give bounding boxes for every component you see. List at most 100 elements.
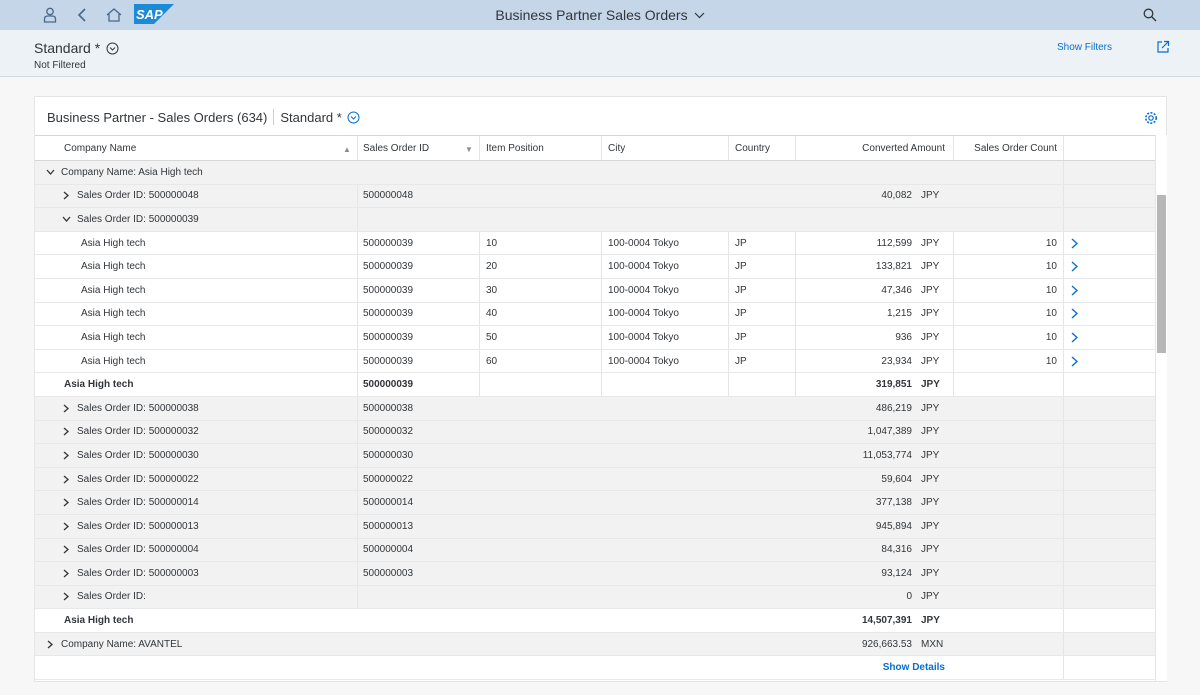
group-label[interactable]: Sales Order ID: 500000014 [59, 491, 355, 514]
group-row-sales-order[interactable]: Sales Order ID: 500000013 500000013 945,89… [35, 514, 1155, 539]
group-label[interactable]: Sales Order ID: 500000038 [59, 397, 355, 420]
table-panel: Business Partner - Sales Orders (634) St… [34, 96, 1167, 682]
expand-icon[interactable] [43, 640, 57, 649]
variant-dropdown-icon [106, 42, 119, 54]
cell-sales-order-id: 500000039 [363, 379, 414, 391]
column-header-city[interactable]: City [608, 142, 626, 154]
group-row-sales-order[interactable]: Sales Order ID: 0 JPY [35, 585, 1155, 610]
group-row-company[interactable]: Company Name: Asia High tech [35, 161, 1155, 185]
column-header-sales-order-count[interactable]: Sales Order Count [974, 142, 1057, 154]
navigation-arrow-icon[interactable] [1065, 303, 1083, 326]
cell-currency: MXN [921, 638, 944, 650]
table-row[interactable]: Asia High tech 500000039 60 100-0004 Tokyo J… [35, 349, 1155, 374]
collapse-icon[interactable] [43, 169, 57, 176]
group-row-sales-order[interactable]: Sales Order ID: 500000039 [35, 208, 1155, 232]
expand-icon[interactable] [59, 545, 73, 554]
collapse-icon[interactable] [59, 216, 73, 223]
group-label-text: Sales Order ID: 500000030 [77, 449, 199, 461]
cell-sales-order-id: 500000048 [363, 190, 414, 202]
table-row[interactable]: Asia High tech 500000039 10 100-0004 Tokyo J… [35, 231, 1155, 256]
cell-company-name: Asia High tech [81, 355, 146, 367]
back-icon[interactable] [72, 0, 92, 30]
app-title-button[interactable]: Business Partner Sales Orders [495, 7, 705, 23]
group-label[interactable]: Sales Order ID: [59, 586, 355, 609]
expand-icon[interactable] [59, 592, 73, 601]
table-variant-selector[interactable]: Standard * [280, 110, 360, 125]
cell-country: JP [735, 308, 747, 320]
group-label[interactable]: Sales Order ID: 500000039 [59, 208, 355, 231]
expand-icon[interactable] [59, 522, 73, 531]
group-label[interactable]: Sales Order ID: 500000004 [59, 539, 355, 562]
vertical-scrollbar[interactable] [1155, 135, 1167, 681]
group-label-text: Sales Order ID: 500000038 [77, 402, 199, 414]
group-row-sales-order[interactable]: Sales Order ID: 500000003 500000003 93,124… [35, 562, 1155, 586]
group-row-sales-order[interactable]: Sales Order ID: 500000022 500000022 59,604… [35, 467, 1155, 492]
cell-item-position: 30 [486, 284, 498, 296]
share-icon[interactable] [1156, 40, 1170, 59]
group-label[interactable]: Sales Order ID: 500000022 [59, 468, 355, 491]
group-label[interactable]: Sales Order ID: 500000030 [59, 444, 355, 467]
group-row-company[interactable]: Company Name: AVANTEL 926,663.53 MXN [35, 632, 1155, 657]
group-row-sales-order[interactable]: Sales Order ID: 500000038 500000038 486,21… [35, 396, 1155, 421]
scrollbar-thumb[interactable] [1157, 195, 1166, 353]
home-icon[interactable] [104, 0, 124, 30]
cell-company-name: Asia High tech [81, 331, 146, 343]
group-label[interactable]: Company Name: AVANTEL [43, 633, 443, 656]
group-label[interactable]: Sales Order ID: 500000032 [59, 421, 355, 444]
cell-currency: JPY [921, 355, 940, 367]
expand-icon[interactable] [59, 451, 73, 460]
cell-item-position: 40 [486, 308, 498, 320]
column-header-item-position[interactable]: Item Position [486, 142, 544, 154]
variant-label: Standard * [34, 40, 101, 56]
cell-country: JP [735, 237, 747, 249]
group-row-sales-order[interactable]: Sales Order ID: 500000004 500000004 84,316… [35, 538, 1155, 563]
cell-company-name: Asia High tech [81, 237, 146, 249]
subtotal-row[interactable]: Asia High tech 500000039 319,851 JPY [35, 373, 1155, 397]
table-row[interactable]: Asia High tech 500000039 50 100-0004 Tokyo J… [35, 326, 1155, 350]
sap-logo[interactable]: SAP [134, 4, 174, 24]
cell-converted-amount: 133,821 [875, 261, 912, 273]
group-row-sales-order[interactable]: Sales Order ID: 500000030 500000030 11,053… [35, 444, 1155, 468]
show-details-link[interactable]: Show Details [795, 656, 945, 679]
show-filters-link[interactable]: Show Filters [1056, 42, 1112, 53]
column-header-company-name[interactable]: Company Name [64, 142, 137, 154]
group-label-text: Sales Order ID: [77, 591, 146, 603]
cell-sales-order-id: 500000014 [363, 497, 414, 509]
cell-country: JP [735, 355, 747, 367]
navigation-arrow-icon[interactable] [1065, 279, 1083, 302]
expand-icon[interactable] [59, 569, 73, 578]
cell-converted-amount: 23,934 [881, 355, 912, 367]
expand-icon[interactable] [59, 191, 73, 200]
group-row-sales-order[interactable]: Sales Order ID: 500000048 500000048 40,082… [35, 184, 1155, 209]
column-header-converted-amount[interactable]: Converted Amount [862, 142, 945, 154]
variant-selector[interactable]: Standard * [34, 40, 119, 56]
navigation-arrow-icon[interactable] [1065, 326, 1083, 349]
group-row-sales-order[interactable]: Sales Order ID: 500000032 500000032 1,047,… [35, 420, 1155, 445]
navigation-arrow-icon[interactable] [1065, 350, 1083, 373]
search-icon[interactable] [1140, 0, 1160, 30]
group-label-text: Sales Order ID: 500000039 [77, 213, 199, 225]
expand-icon[interactable] [59, 404, 73, 413]
group-label-text: Sales Order ID: 500000004 [77, 544, 199, 556]
gear-icon[interactable] [1144, 111, 1158, 130]
table-row[interactable]: Asia High tech 500000039 20 100-0004 Tokyo J… [35, 255, 1155, 279]
expand-icon[interactable] [59, 498, 73, 507]
table-row[interactable]: Asia High tech 500000039 40 100-0004 Tokyo J… [35, 302, 1155, 327]
details-row[interactable]: Show Details [35, 656, 1155, 681]
group-label[interactable]: Sales Order ID: 500000003 [59, 562, 355, 585]
cell-currency: JPY [921, 331, 940, 343]
user-icon[interactable] [40, 0, 60, 30]
expand-icon[interactable] [59, 475, 73, 484]
group-label[interactable]: Sales Order ID: 500000013 [59, 515, 355, 538]
total-row[interactable]: Asia High tech 14,507,391 JPY [35, 609, 1155, 633]
column-header-country[interactable]: Country [735, 142, 771, 154]
navigation-arrow-icon[interactable] [1065, 232, 1083, 255]
navigation-arrow-icon[interactable] [1065, 255, 1083, 278]
table-row[interactable]: Asia High tech 500000039 30 100-0004 Tokyo J… [35, 278, 1155, 303]
expand-icon[interactable] [59, 427, 73, 436]
group-label[interactable]: Sales Order ID: 500000048 [59, 185, 355, 208]
group-label[interactable]: Company Name: Asia High tech [43, 161, 443, 184]
cell-country: JP [735, 261, 747, 273]
group-row-sales-order[interactable]: Sales Order ID: 500000014 500000014 377,13… [35, 491, 1155, 515]
column-header-sales-order-id[interactable]: Sales Order ID [363, 142, 430, 154]
